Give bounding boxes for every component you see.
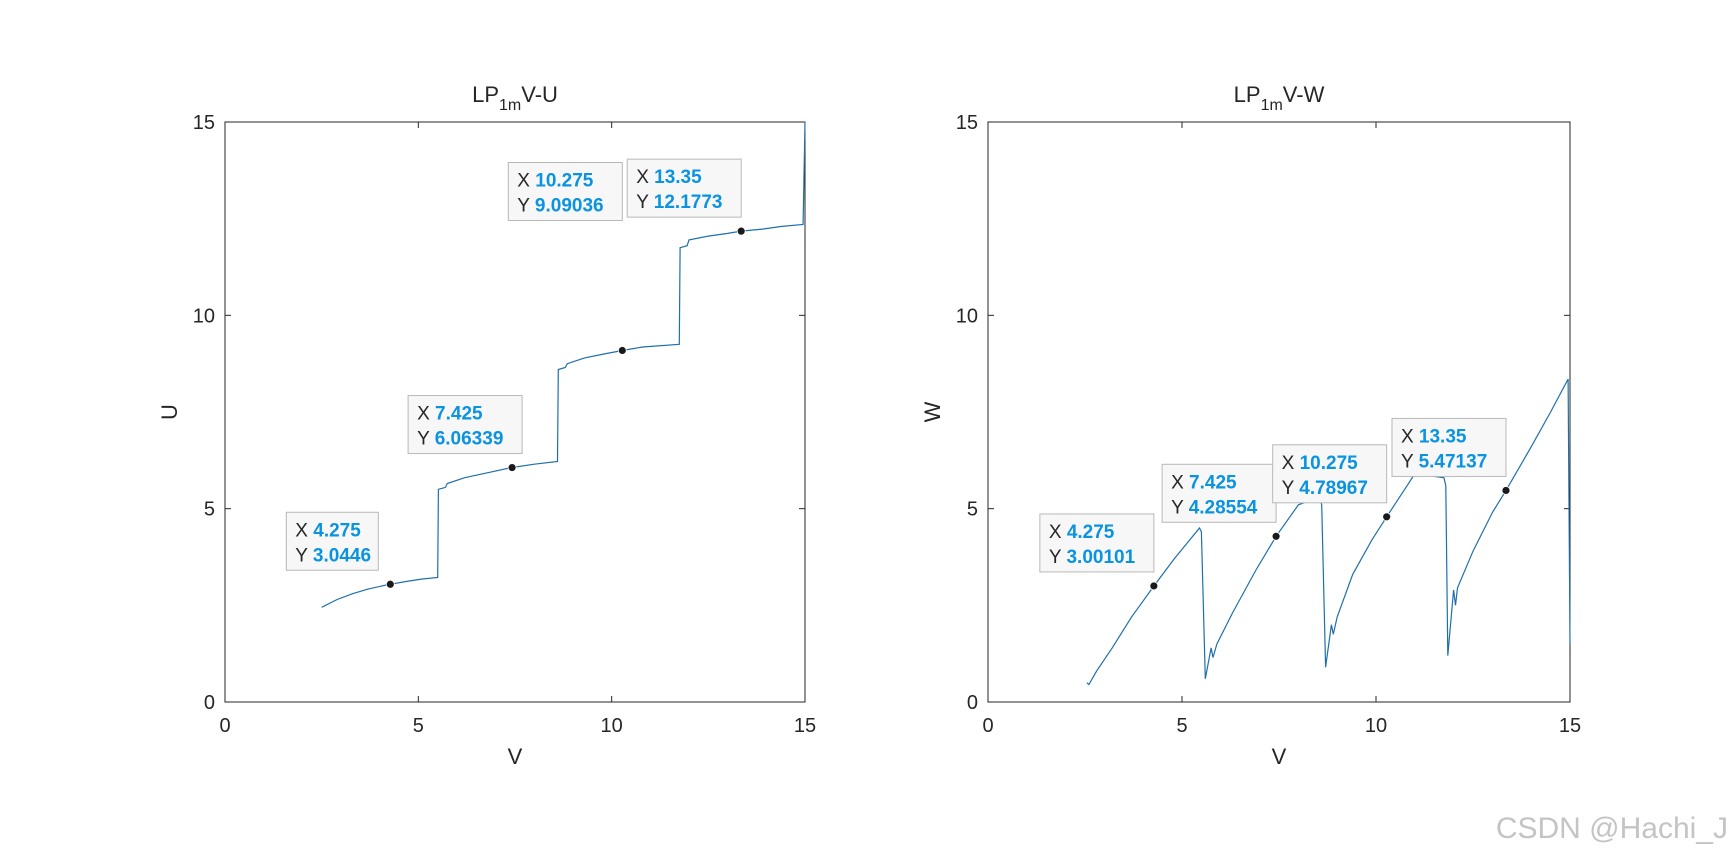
chart-title-tail: V-W [1283,82,1325,107]
datatip-marker [1382,512,1392,522]
datatip-y-value: 4.28554 [1189,497,1258,518]
chart-title-main: LP [1234,82,1261,107]
datatip-x-label: X [1401,426,1419,447]
datatip-x-label: X [1049,522,1067,543]
chart-title-main: LP [472,82,499,107]
chart-title-subscript: 1m [499,97,521,114]
x-axis-label: V [1272,744,1287,769]
datatip-marker [507,463,517,472]
axes-box [987,121,1571,703]
datatip-y-row: Y 4.28554 [1171,497,1258,518]
datatip-x-label: X [517,171,535,192]
datatip-x-row: X 13.35 [636,167,702,188]
datatip-x-label: X [295,520,313,541]
chart-title-subscript: 1m [1261,97,1283,114]
y-tick-label: 15 [956,112,978,134]
datatip-box [407,395,523,455]
datatip-marker [1271,531,1281,541]
watermark-text: CSDN @Hachi_J [1495,812,1728,845]
y-tick-label: 5 [204,499,215,521]
x-tick-label: 0 [982,715,993,737]
datatip-box [1391,417,1507,477]
datatip-x-row: X 4.275 [295,520,361,541]
datatip-x-row: X 7.425 [1171,472,1237,493]
x-tick-label: 5 [413,715,424,737]
datatip-x-label: X [636,167,654,188]
x-tick-label: 10 [601,715,623,737]
datatip-x-row: X 10.275 [1282,453,1358,474]
datatip-y-label: Y [1401,451,1419,472]
datatip-y-row: Y 12.1773 [636,192,722,213]
datatip-x-row: X 7.425 [417,404,483,425]
datatip-y-row: Y 6.06339 [417,429,503,450]
datatip-marker [1501,486,1511,495]
x-tick-label: 15 [1559,715,1581,737]
datatip-marker [1149,581,1159,591]
datatip-x-value: 4.275 [1067,522,1115,543]
datatip-y-value: 12.1773 [654,192,723,213]
datatip-y-value: 6.06339 [435,429,504,450]
datatip-box [1161,463,1277,523]
y-tick-label: 10 [956,305,978,327]
chart-title: LP1mV-W [1234,82,1325,114]
datatip-y-label: Y [1171,497,1189,518]
datatip-box [285,511,379,571]
x-axis-label: V [508,744,523,769]
x-tick-label: 5 [1176,715,1187,737]
x-tick-label: 15 [794,715,816,737]
datatip-x-value: 13.35 [1419,426,1467,447]
series-line [1086,378,1571,686]
datatip-y-value: 3.0446 [313,545,371,566]
datatip-y-row: Y 3.00101 [1049,547,1136,568]
y-tick-label: 15 [193,112,215,134]
datatip-y-value: 9.09036 [535,196,604,217]
datatip-marker [736,226,746,236]
datatip-x-label: X [1282,453,1300,474]
datatip-y-row: Y 4.78967 [1282,478,1368,499]
datatip-y-label: Y [417,429,435,450]
datatip-y-row: Y 5.47137 [1401,451,1487,472]
datatip-box [626,158,742,218]
datatip-y-row: Y 3.0446 [295,545,371,566]
datatip-x-value: 4.275 [313,520,361,541]
x-tick-label: 10 [1365,715,1387,737]
y-tick-label: 5 [967,499,978,521]
chart-title: LP1mV-U [472,82,558,114]
datatip-y-label: Y [295,545,313,566]
datatip-x-row: X 4.275 [1049,522,1115,543]
datatip-y-row: Y 9.09036 [517,196,603,217]
datatip-box [1272,444,1388,504]
y-axis-label: W [920,401,945,422]
datatip-x-value: 7.425 [1189,472,1237,493]
datatip-x-label: X [417,404,435,425]
series-line [321,121,806,608]
datatip-y-label: Y [636,192,654,213]
datatip-box [507,162,623,222]
datatip-x-value: 10.275 [1300,453,1359,474]
datatip-y-value: 3.00101 [1066,547,1135,568]
datatip-y-value: 4.78967 [1299,478,1368,499]
datatip-x-value: 10.275 [535,171,594,192]
datatip-marker [617,346,627,355]
datatip-y-label: Y [517,196,535,217]
datatip-y-value: 5.47137 [1419,451,1488,472]
datatip-marker [385,579,395,589]
chart-title-tail: V-U [521,82,558,107]
datatip-box [1039,513,1155,573]
datatip-x-row: X 13.35 [1401,426,1467,447]
datatip-x-label: X [1171,472,1189,493]
datatip-x-row: X 10.275 [517,171,593,192]
y-tick-label: 0 [967,692,978,714]
y-axis-label: U [157,404,182,420]
datatip-y-label: Y [1282,478,1300,499]
y-tick-label: 0 [204,692,215,714]
y-tick-label: 10 [193,305,215,327]
datatip-y-label: Y [1049,547,1067,568]
datatip-x-value: 13.35 [654,167,702,188]
datatip-x-value: 7.425 [435,404,483,425]
x-tick-label: 0 [219,715,230,737]
